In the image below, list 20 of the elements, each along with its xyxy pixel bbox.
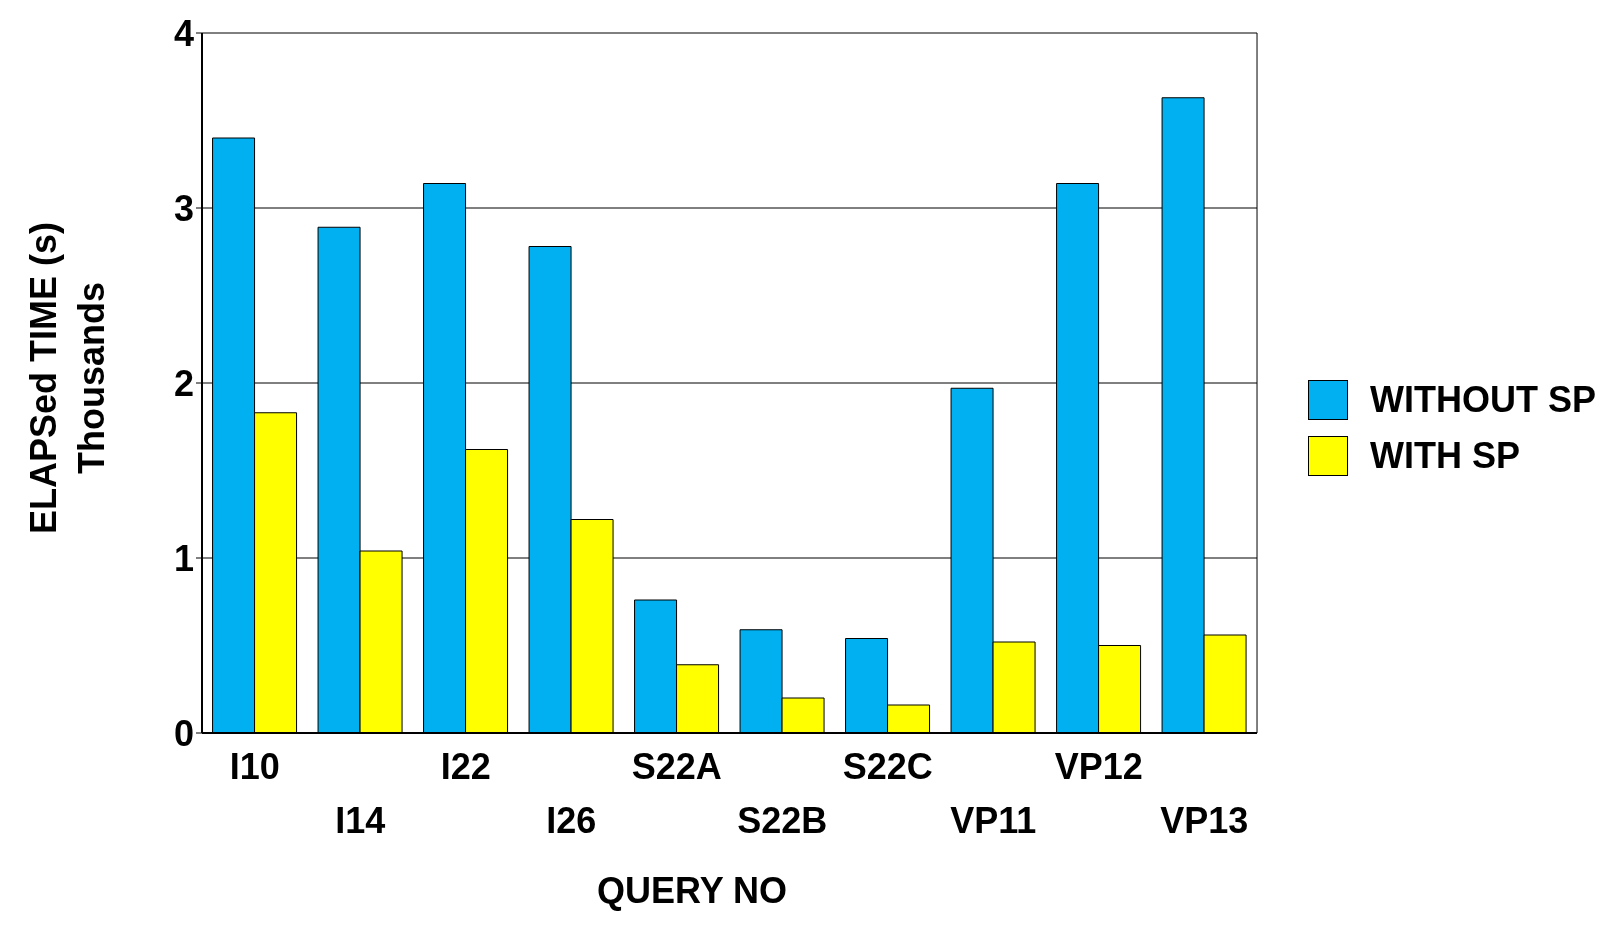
legend-label: WITH SP [1369,435,1521,477]
legend-label: WITHOUT SP [1369,379,1596,421]
x-tick-label: VP13 [1160,800,1249,841]
x-tick-label: I10 [229,746,280,787]
y-tick-label: 4 [173,12,194,54]
x-tick-label: I22 [440,746,491,787]
y-tick-label: 3 [173,187,194,229]
text: Thousands [70,281,113,476]
y-tick-label: 0 [173,712,194,754]
x-tick-label: S22B [737,800,828,841]
x-tick-label: VP11 [950,800,1037,841]
y-axis-title: ELAPSed TIME (s) [22,221,65,535]
x-axis-title: QUERY NO [595,870,788,912]
x-tick-label: S22C [842,746,933,787]
x-tick-label: I26 [546,800,597,841]
y-tick-label: 2 [173,362,194,404]
y-tick-label: 1 [173,537,194,579]
x-tick-label: I14 [335,800,386,841]
x-tick-label: S22A [631,746,722,787]
x-tick-label: VP12 [1054,746,1143,787]
